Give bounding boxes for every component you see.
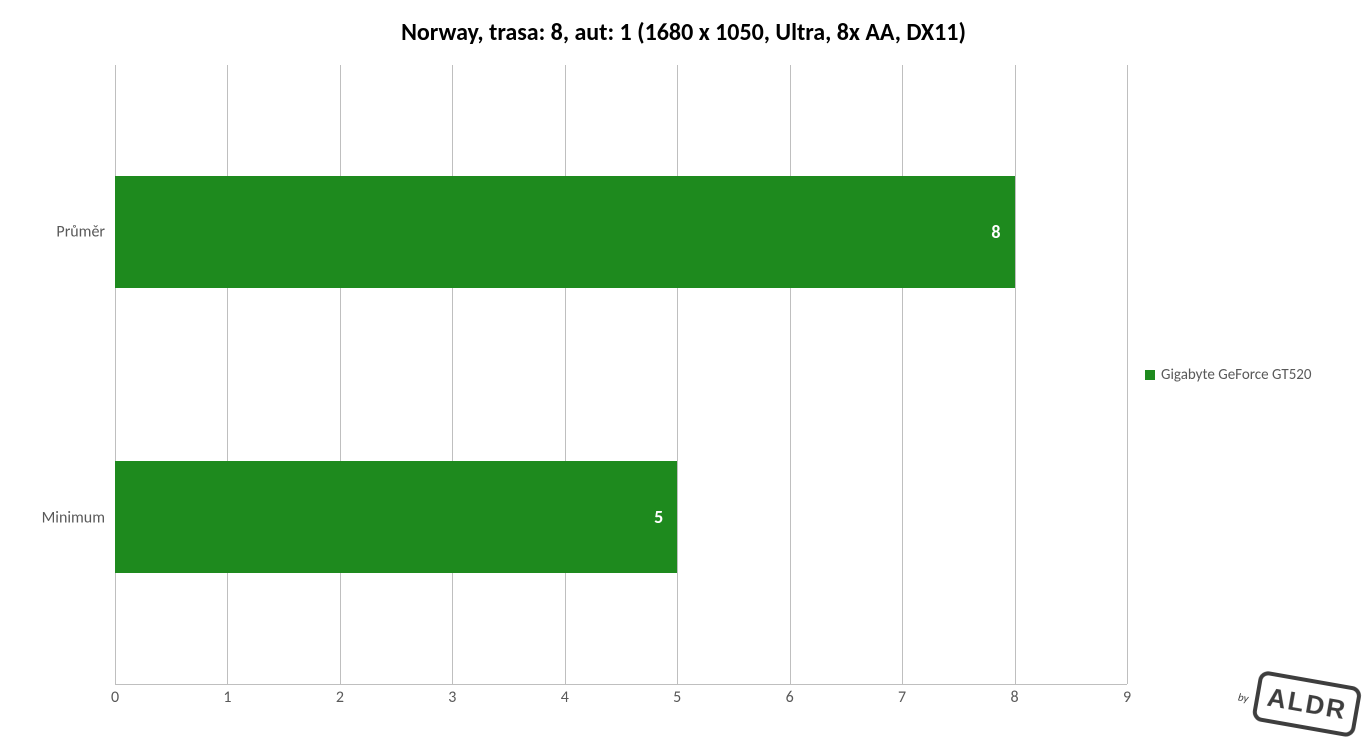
x-axis: 0123456789	[115, 688, 1127, 712]
grid-line	[565, 65, 566, 684]
x-tick-label: 6	[786, 688, 794, 707]
x-tick-label: 8	[1010, 688, 1018, 707]
chart-container: Norway, trasa: 8, aut: 1 (1680 x 1050, U…	[0, 0, 1367, 736]
grid-line	[452, 65, 453, 684]
watermark-by: by	[1237, 690, 1250, 705]
legend-item: Gigabyte GeForce GT520	[1145, 366, 1312, 384]
y-tick-label: Průměr	[56, 223, 105, 242]
grid-line	[340, 65, 341, 684]
y-tick-label: Minimum	[42, 508, 105, 527]
y-axis: Průměr Minimum	[20, 65, 115, 685]
legend: Gigabyte GeForce GT520	[1127, 65, 1347, 685]
x-tick-label: 1	[223, 688, 231, 707]
grid-line	[115, 65, 116, 684]
legend-label: Gigabyte GeForce GT520	[1161, 366, 1312, 384]
bar: 5	[115, 461, 677, 572]
x-tick-label: 2	[336, 688, 344, 707]
bar: 8	[115, 176, 1015, 287]
x-tick-label: 9	[1123, 688, 1131, 707]
chart-body: PrůměrMinimum 0123456789 85 Gigabyte GeF…	[20, 65, 1347, 685]
grid-line	[1127, 65, 1128, 684]
grid-line	[1015, 65, 1016, 684]
grid-line	[790, 65, 791, 684]
x-tick-label: 3	[448, 688, 456, 707]
legend-swatch	[1145, 370, 1155, 380]
x-tick-label: 4	[561, 688, 569, 707]
x-tick-label: 7	[898, 688, 906, 707]
x-tick-label: 5	[673, 688, 681, 707]
plot-and-yaxis: PrůměrMinimum 0123456789 85	[20, 65, 1127, 685]
grid-line	[902, 65, 903, 684]
x-tick-label: 0	[111, 688, 119, 707]
grid-line	[227, 65, 228, 684]
chart-title: Norway, trasa: 8, aut: 1 (1680 x 1050, U…	[20, 18, 1347, 47]
plot-area: 0123456789 85	[115, 65, 1127, 685]
grid-line	[677, 65, 678, 684]
